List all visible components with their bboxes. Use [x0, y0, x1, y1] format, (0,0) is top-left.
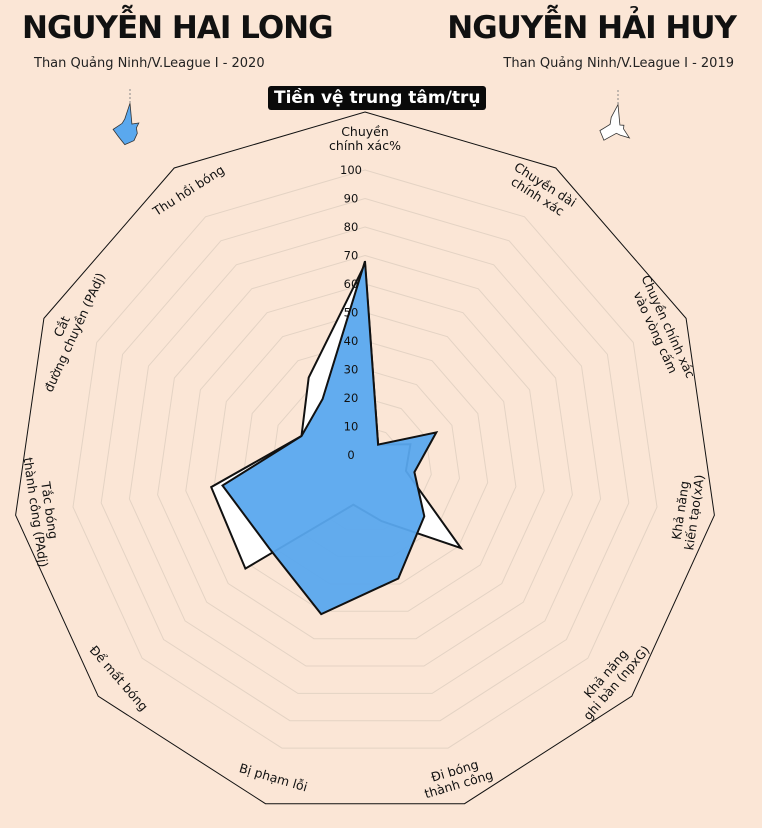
series-left-polygon [221, 260, 439, 616]
axis-label-line: chính xác% [329, 138, 401, 153]
radar-series [209, 260, 464, 616]
grid-ring [100, 197, 630, 722]
tick-label: 60 [344, 277, 359, 291]
axis-label: Thu hồi bóng [149, 162, 227, 219]
axis-label: Để mất bóng [87, 642, 152, 713]
player-right-mini-radar [599, 90, 631, 141]
radial-tick-labels: 0 10 20 30 40 50 60 70 80 90 100 [340, 163, 362, 462]
outer-frame [15, 111, 715, 805]
grid-ring [213, 311, 517, 612]
tick-label: 10 [344, 420, 359, 434]
tick-label: 40 [344, 334, 359, 348]
player-right-name: NGUYỄN HẢI HUY [447, 10, 737, 46]
axis-label-line: Thu hồi bóng [149, 162, 227, 219]
tick-label: 30 [344, 363, 359, 377]
mini-radar-shape [112, 103, 140, 146]
tick-label: 70 [344, 249, 359, 263]
mini-radar-shape [599, 103, 631, 141]
axis-label-line: Chuyền [341, 124, 389, 139]
axis-label: Bị phạm lỗi [238, 760, 310, 794]
grid-ring [185, 283, 545, 640]
player-left-club: Than Quảng Ninh/V.League I - 2020 [34, 56, 265, 71]
tick-label: 80 [344, 220, 359, 234]
tick-label: 0 [347, 448, 354, 462]
grid-ring [128, 226, 602, 694]
grid-ring [157, 254, 573, 667]
tick-label: 50 [344, 306, 359, 320]
position-role-badge: Tiền vệ trung tâm/trụ [268, 86, 487, 110]
player-right-club: Than Quảng Ninh/V.League I - 2019 [503, 56, 734, 71]
tick-label: 20 [344, 391, 359, 405]
axis-label-line: Để mất bóng [87, 642, 152, 713]
grid-ring [72, 169, 658, 749]
player-left-name: NGUYỄN HAI LONG [22, 10, 334, 46]
player-left-mini-radar [112, 89, 140, 146]
tick-label: 100 [340, 163, 362, 177]
tick-label: 90 [344, 192, 359, 206]
axis-label-line: Bị phạm lỗi [238, 760, 310, 794]
